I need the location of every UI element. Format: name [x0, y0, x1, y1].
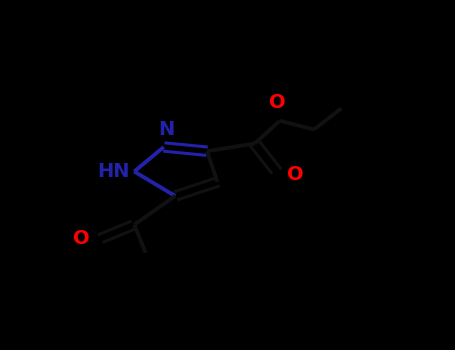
- Text: N: N: [158, 120, 174, 139]
- Text: O: O: [269, 93, 286, 112]
- Text: O: O: [73, 229, 90, 247]
- Text: O: O: [287, 165, 303, 184]
- Text: HN: HN: [97, 162, 130, 181]
